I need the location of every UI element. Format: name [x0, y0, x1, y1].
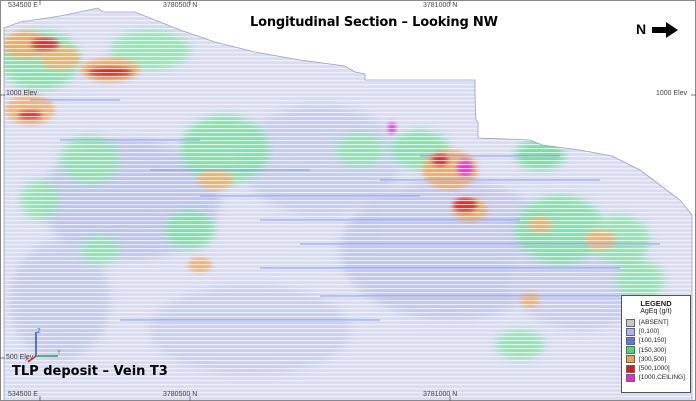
legend-item: [0,100] — [622, 327, 690, 336]
legend-item-label: [0,100] — [639, 328, 659, 336]
x-axis-label: X — [25, 357, 29, 363]
legend-item-label: [300,500] — [639, 355, 667, 363]
legend-swatch — [626, 373, 635, 382]
drillhole-traces — [30, 99, 660, 321]
deposit-label: TLP deposit – Vein T3 — [12, 364, 168, 379]
grid-label-bottom-northing-1: 3780500 N — [163, 391, 198, 398]
legend-item-label: [100,150] — [639, 337, 667, 345]
legend-swatch — [626, 346, 635, 355]
grid-label-bottom-easting: 534500 E — [8, 391, 38, 398]
legend-item: [150,300] — [622, 346, 690, 355]
north-arrow: N — [636, 18, 686, 42]
north-letter: N — [636, 21, 647, 37]
axis-triad: Z Y X — [25, 329, 61, 363]
legend-title: LEGEND — [640, 299, 672, 308]
legend-item: [300,500] — [622, 355, 690, 364]
legend-item: [100,150] — [622, 336, 690, 345]
legend-item: [1000,CEILING] — [622, 373, 690, 382]
legend-item-label: [1000,CEILING] — [639, 374, 685, 382]
grid-label-top-northing-1: 3780500 N — [163, 2, 198, 9]
grid-label-top-northing-2: 3781000 N — [423, 2, 458, 9]
legend-item-label: [ABSENT] — [639, 319, 669, 327]
elev-label-right-1000: 1000 Elev — [656, 90, 688, 97]
y-axis-label: Y — [57, 350, 61, 356]
legend-item-label: [500,1000] — [639, 365, 670, 373]
elev-label-left-1000: 1000 Elev — [6, 90, 38, 97]
grid-label-bottom-northing-2: 3781000 N — [423, 391, 458, 398]
legend-swatch — [626, 364, 635, 373]
legend-swatch — [626, 327, 635, 336]
legend-item: [ABSENT] — [622, 318, 690, 327]
grid-label-top-easting: 534500 E — [8, 2, 38, 9]
legend-swatch — [626, 336, 635, 345]
z-axis-label: Z — [37, 329, 41, 335]
section-outline — [3, 7, 693, 400]
map-title: Longitudinal Section – Looking NW — [250, 15, 498, 30]
legend-swatch — [626, 355, 635, 364]
x-axis-line — [27, 355, 37, 363]
legend-item: [500,1000] — [622, 364, 690, 373]
arrow-right-icon — [652, 22, 678, 38]
legend: LEGEND AgEq (g/t) [ABSENT] [0,100] [100,… — [621, 295, 691, 393]
legend-unit: AgEq (g/t) — [640, 308, 672, 315]
legend-item-label: [150,300] — [639, 346, 667, 354]
legend-swatch — [626, 318, 635, 327]
elev-label-left-500: 500 Elev — [6, 354, 34, 361]
